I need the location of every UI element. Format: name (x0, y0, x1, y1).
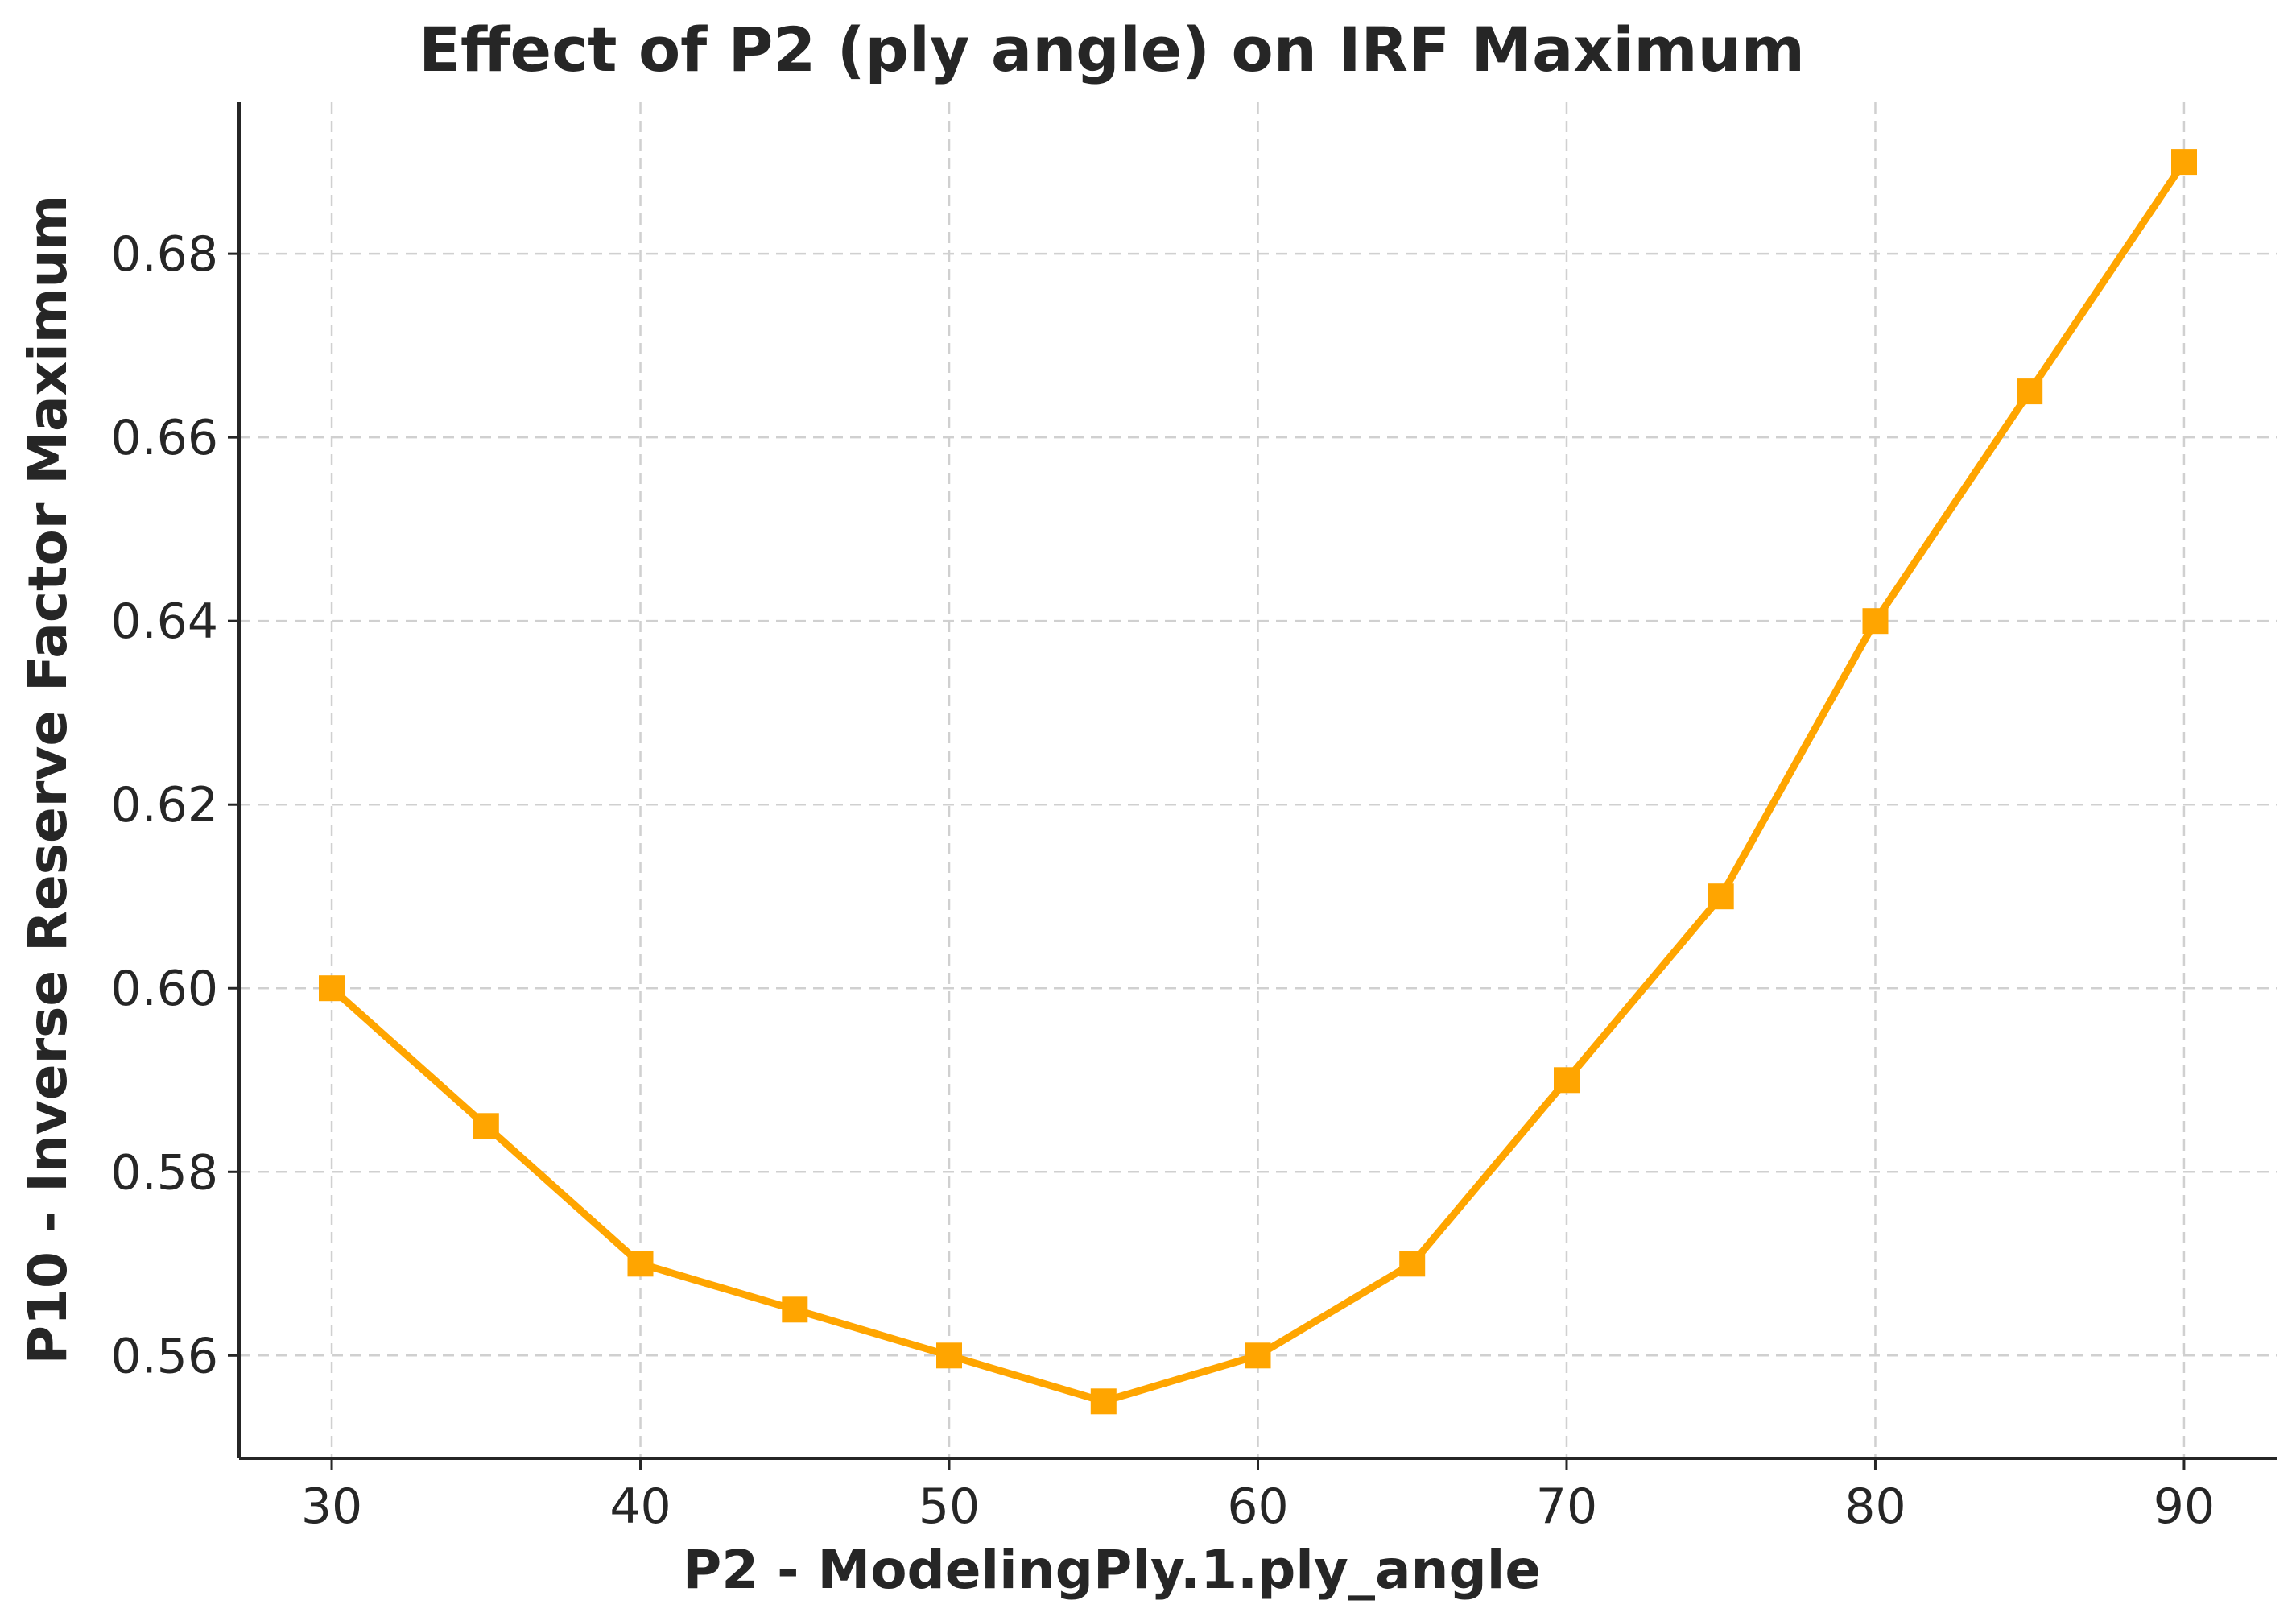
series-layer (319, 149, 2197, 1415)
x-tick-label: 70 (1536, 1478, 1597, 1535)
x-tick-label: 90 (2154, 1478, 2215, 1535)
data-point-marker (627, 1251, 654, 1277)
y-tick-label: 0.64 (110, 593, 218, 650)
data-point-marker (936, 1342, 962, 1369)
data-point-marker (1708, 883, 1734, 910)
y-axis-label: P10 - Inverse Reserve Factor Maximum (17, 195, 79, 1365)
data-point-marker (782, 1296, 808, 1323)
data-point-marker (1862, 608, 1889, 635)
data-point-marker (473, 1113, 499, 1139)
y-tick-label: 0.58 (110, 1144, 218, 1201)
x-tick-label: 30 (301, 1478, 362, 1535)
axes-layer: 30 40 50 60 70 80 90 0.56 0.58 0.60 0.62 0.64 0.66 0.… (110, 102, 2277, 1535)
data-point-marker (1399, 1251, 1426, 1277)
y-tick-label: 0.68 (110, 226, 218, 283)
data-point-marker (2017, 378, 2043, 405)
y-tick-label: 0.56 (110, 1328, 218, 1384)
y-tick-label: 0.62 (110, 777, 218, 833)
x-tick-label: 50 (919, 1478, 980, 1535)
x-tick-label: 80 (1844, 1478, 1906, 1535)
y-tick-label: 0.60 (110, 961, 218, 1017)
chart-title: Effect of P2 (ply angle) on IRF Maximum (419, 14, 1805, 85)
x-tick-label: 40 (609, 1478, 671, 1535)
x-tick-label: 60 (1227, 1478, 1288, 1535)
data-point-marker (1554, 1067, 1580, 1094)
data-point-marker (319, 975, 345, 1002)
grid-layer (239, 102, 2277, 1458)
y-tick-label: 0.66 (110, 410, 218, 466)
data-point-marker (2171, 149, 2197, 176)
data-point-marker (1090, 1388, 1117, 1415)
data-point-marker (1245, 1342, 1271, 1369)
x-axis-label: P2 - ModelingPly.1.ply_angle (683, 1539, 1541, 1601)
